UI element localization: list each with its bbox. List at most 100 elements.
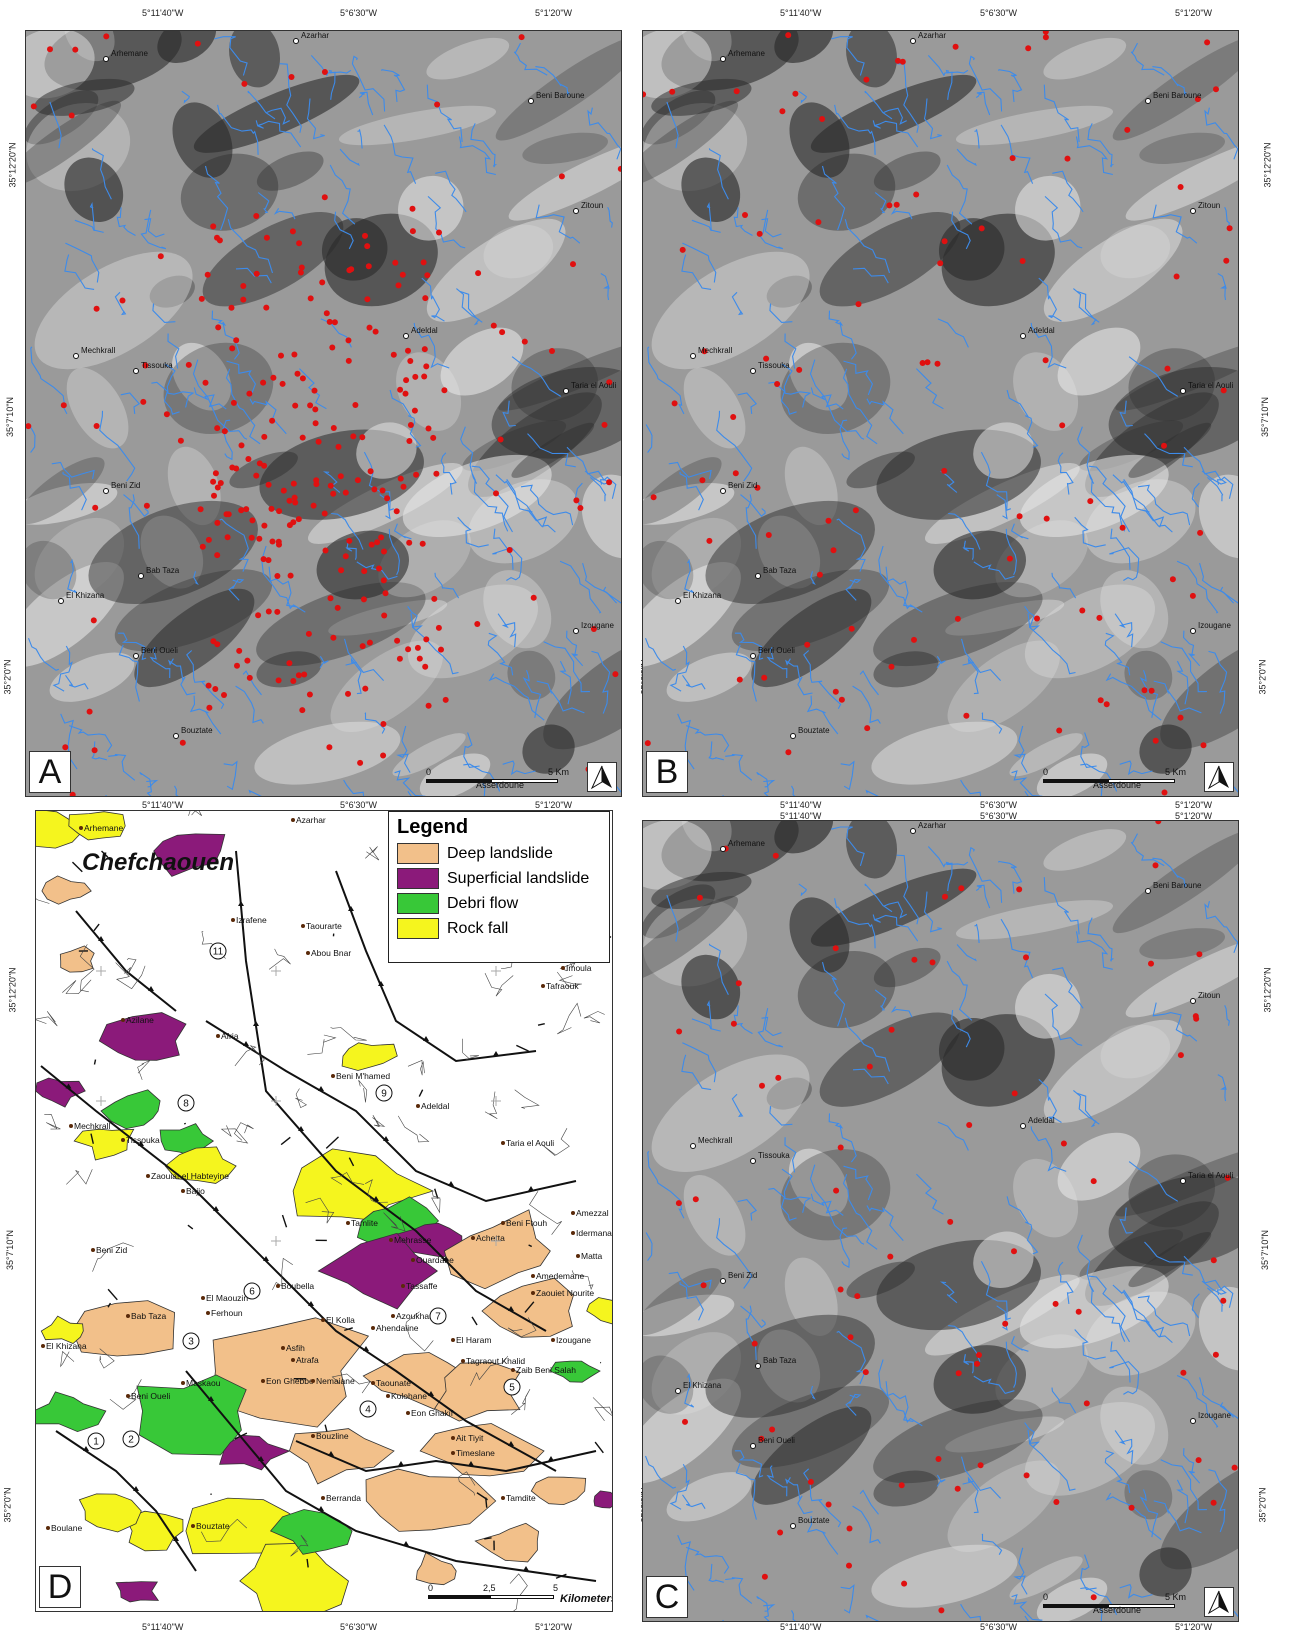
landslide-point bbox=[422, 663, 429, 670]
landslide-point bbox=[238, 442, 245, 449]
landslide-point bbox=[240, 283, 247, 289]
landslide-point bbox=[643, 91, 647, 98]
landslide-point bbox=[1192, 1013, 1199, 1020]
place-label: Amedemane bbox=[536, 1271, 584, 1281]
landslide-point bbox=[381, 612, 388, 619]
landslide-point bbox=[362, 685, 369, 692]
coord-lat-11: 35°7'10"N bbox=[5, 1229, 16, 1271]
landslide-point bbox=[1011, 1248, 1017, 1255]
landslide-point bbox=[412, 373, 419, 380]
place-label: El Khizana bbox=[46, 1341, 87, 1351]
fault-number-label: 4 bbox=[365, 1405, 371, 1416]
landslide-point bbox=[260, 556, 267, 563]
town-label: Tissouka bbox=[758, 1151, 790, 1160]
landslide-point bbox=[397, 386, 404, 393]
landslide-point bbox=[93, 305, 100, 312]
landslide-point bbox=[278, 352, 284, 359]
landslide-point bbox=[499, 329, 506, 336]
landslide-point bbox=[796, 366, 803, 373]
landslide-point bbox=[935, 1456, 942, 1462]
landslide-point bbox=[1141, 687, 1148, 694]
landslide-point bbox=[1148, 687, 1155, 694]
landslide-point bbox=[312, 420, 319, 427]
place-label: Mehrasse bbox=[394, 1235, 432, 1245]
landslide-point bbox=[295, 672, 302, 679]
landslide-point bbox=[1210, 1499, 1217, 1506]
landslide-point bbox=[269, 417, 276, 424]
town-label: Beni Baroune bbox=[1153, 91, 1202, 100]
fault-number-label: 7 bbox=[435, 1312, 441, 1323]
landslide-point bbox=[692, 1196, 699, 1203]
landslide-point bbox=[732, 470, 739, 477]
coord-top-a-2: 5°6'30"W bbox=[340, 8, 378, 18]
landslide-point bbox=[334, 604, 341, 611]
landslide-point bbox=[833, 1187, 840, 1194]
landslide-point bbox=[792, 90, 799, 97]
landslide-point bbox=[400, 483, 407, 490]
landslide-point bbox=[854, 1293, 861, 1300]
town-label: Bouztate bbox=[798, 1516, 830, 1525]
town-label: Azarhar bbox=[918, 821, 946, 830]
town-label: Adeldal bbox=[1028, 326, 1055, 335]
landslide-point bbox=[255, 612, 262, 619]
landslide-point bbox=[590, 626, 597, 632]
landslide-point bbox=[221, 692, 227, 698]
landslide-point bbox=[292, 499, 299, 506]
landslide-point bbox=[290, 480, 297, 487]
landslide-point bbox=[442, 696, 449, 703]
landslide-point bbox=[202, 379, 209, 386]
landslide-point bbox=[759, 1082, 765, 1089]
landslide-point bbox=[606, 379, 613, 386]
landslide-point bbox=[1164, 365, 1171, 372]
coord-bot-4: 5°11'40"W bbox=[780, 1622, 822, 1632]
coord-mid-7: 5°11'40"W bbox=[780, 800, 822, 810]
coord-lat-12: 35°2'0"N bbox=[2, 1487, 13, 1523]
fault-number-label: 3 bbox=[188, 1337, 194, 1348]
place-label: El Haram bbox=[456, 1335, 491, 1345]
landslide-point bbox=[422, 295, 429, 302]
landslide-polygon bbox=[153, 833, 226, 877]
landslide-point bbox=[234, 662, 240, 669]
landslide-point bbox=[274, 608, 281, 615]
landslide-point bbox=[245, 456, 252, 462]
landslide-point bbox=[1213, 86, 1219, 93]
landslide-point bbox=[198, 295, 205, 302]
landslide-point bbox=[887, 1253, 894, 1260]
landslide-point bbox=[411, 407, 418, 414]
landslide-point bbox=[378, 534, 385, 541]
landslide-point bbox=[1009, 155, 1016, 162]
hillshade-map-b: Azarhar Arhemane Beni Baroune Zitoun Adeldal… bbox=[643, 31, 1238, 796]
panel-label-c: C bbox=[646, 1576, 688, 1618]
landslide-point bbox=[384, 495, 391, 502]
landslide-polygon bbox=[68, 811, 126, 841]
landslide-point bbox=[185, 361, 192, 368]
landslide-point bbox=[774, 381, 781, 387]
landslide-point bbox=[893, 201, 900, 208]
landslide-point bbox=[1060, 1140, 1067, 1147]
landslide-point bbox=[1128, 1504, 1135, 1511]
town-label: Taria el Aouli bbox=[1188, 381, 1234, 390]
landslide-point bbox=[243, 506, 250, 513]
landslide-point bbox=[30, 103, 37, 110]
landslide-point bbox=[253, 270, 260, 277]
landslide-point bbox=[367, 468, 374, 475]
landslide-point bbox=[210, 223, 217, 230]
landslide-point bbox=[298, 264, 305, 271]
landslide-polygon bbox=[341, 1042, 398, 1071]
landslide-point bbox=[424, 272, 431, 279]
landslide-point bbox=[354, 477, 361, 484]
landslide-point bbox=[1097, 697, 1104, 704]
landslide-point bbox=[397, 475, 404, 482]
landslide-point bbox=[425, 702, 432, 709]
landslide-point bbox=[212, 470, 219, 477]
fault-number-label: 11 bbox=[213, 947, 224, 958]
landslide-point bbox=[286, 497, 293, 504]
landslide-point bbox=[326, 744, 333, 751]
town-label: Izougane bbox=[581, 621, 614, 630]
landslide-point bbox=[409, 228, 416, 235]
landslide-point bbox=[438, 646, 444, 653]
landslide-point bbox=[310, 502, 317, 509]
landslide-point bbox=[246, 674, 253, 681]
fault-number-label: 1 bbox=[93, 1437, 99, 1448]
landslide-point bbox=[301, 671, 308, 678]
